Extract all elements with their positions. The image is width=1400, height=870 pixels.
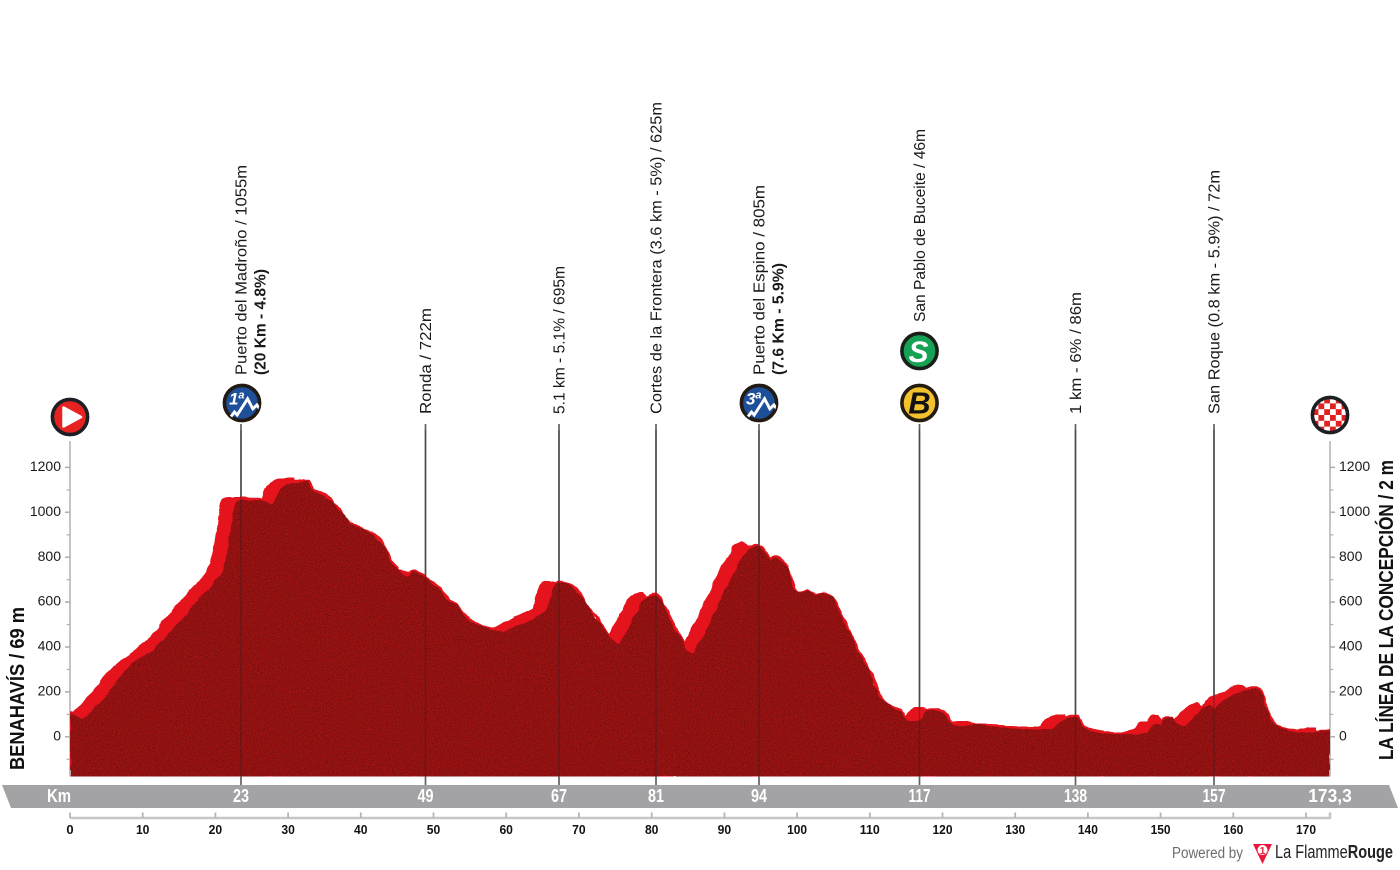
svg-text:1200: 1200: [30, 458, 61, 474]
svg-text:100: 100: [787, 822, 807, 837]
svg-text:49: 49: [418, 785, 434, 806]
svg-text:117: 117: [909, 785, 931, 806]
svg-text:81: 81: [648, 785, 664, 806]
svg-text:LA LÍNEA DE LA CONCEPCIÓN / 2: LA LÍNEA DE LA CONCEPCIÓN / 2 m: [1374, 460, 1398, 760]
svg-text:1000: 1000: [1339, 503, 1370, 519]
svg-text:Ronda / 722m: Ronda / 722m: [418, 308, 435, 414]
svg-text:600: 600: [38, 593, 62, 609]
svg-text:170: 170: [1296, 822, 1316, 837]
svg-text:(7.6 Km - 5.9%): (7.6 Km - 5.9%): [771, 263, 788, 375]
svg-text:1 km - 6% / 86m: 1 km - 6% / 86m: [1068, 292, 1085, 414]
svg-text:3ª: 3ª: [746, 390, 761, 409]
svg-text:10: 10: [136, 822, 150, 837]
svg-text:140: 140: [1078, 822, 1098, 837]
svg-text:157: 157: [1203, 785, 1226, 806]
svg-text:Cortes de la Frontera (3.6 km: Cortes de la Frontera (3.6 km - 5%) / 62…: [649, 102, 666, 414]
svg-text:(20 Km - 4.8%): (20 Km - 4.8%): [253, 269, 270, 375]
svg-text:1000: 1000: [30, 503, 61, 519]
svg-text:400: 400: [1339, 638, 1363, 654]
svg-text:130: 130: [1005, 822, 1025, 837]
svg-text:80: 80: [645, 822, 659, 837]
svg-text:160: 160: [1223, 822, 1243, 837]
svg-text:110: 110: [860, 822, 880, 837]
svg-text:150: 150: [1151, 822, 1171, 837]
svg-text:San Roque (0.8 km - 5.9%) / 72: San Roque (0.8 km - 5.9%) / 72m: [1207, 170, 1224, 414]
svg-text:B: B: [908, 386, 930, 421]
svg-text:Powered by: Powered by: [1172, 845, 1243, 862]
svg-text:200: 200: [1339, 683, 1363, 699]
svg-text:1ª: 1ª: [229, 390, 244, 409]
svg-text:5.1 km - 5.1% / 695m: 5.1 km - 5.1% / 695m: [552, 266, 569, 414]
svg-text:S: S: [908, 336, 928, 369]
svg-text:0: 0: [1339, 727, 1347, 743]
svg-text:60: 60: [499, 822, 513, 837]
svg-text:Puerto del Madroño / 1055m: Puerto del Madroño / 1055m: [234, 165, 251, 375]
svg-text:120: 120: [933, 822, 953, 837]
svg-text:50: 50: [427, 822, 441, 837]
svg-text:0: 0: [53, 727, 61, 743]
svg-text:BENAHAVÍS / 69 m: BENAHAVÍS / 69 m: [6, 607, 29, 770]
svg-text:600: 600: [1339, 593, 1363, 609]
svg-text:20: 20: [209, 822, 223, 837]
svg-text:67: 67: [551, 785, 567, 806]
svg-text:800: 800: [1339, 548, 1363, 564]
svg-text:1200: 1200: [1339, 458, 1370, 474]
svg-text:94: 94: [751, 785, 768, 806]
svg-text:San Pablo de Buceite / 46m: San Pablo de Buceite / 46m: [912, 129, 929, 322]
svg-text:30: 30: [281, 822, 295, 837]
svg-text:Puerto del Espino / 805m: Puerto del Espino / 805m: [752, 185, 769, 375]
svg-text:Km: Km: [47, 785, 71, 806]
svg-text:0: 0: [66, 822, 73, 837]
svg-text:90: 90: [718, 822, 732, 837]
svg-text:200: 200: [38, 683, 62, 699]
svg-text:800: 800: [38, 548, 62, 564]
svg-text:1: 1: [1260, 846, 1266, 857]
svg-text:400: 400: [38, 638, 62, 654]
svg-text:40: 40: [354, 822, 368, 837]
svg-text:173,3: 173,3: [1308, 785, 1352, 806]
svg-text:La FlammeRouge: La FlammeRouge: [1275, 842, 1393, 862]
svg-text:23: 23: [233, 785, 249, 806]
svg-text:138: 138: [1064, 785, 1087, 806]
svg-text:70: 70: [572, 822, 586, 837]
